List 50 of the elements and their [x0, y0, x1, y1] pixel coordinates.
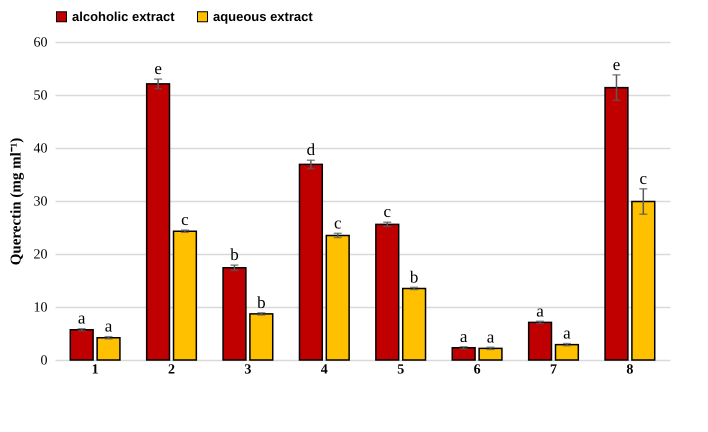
bar	[222, 267, 247, 361]
y-tick-label: 40	[34, 142, 48, 156]
bar	[375, 224, 400, 361]
bar	[326, 234, 350, 361]
legend-label: alcoholic extract	[72, 8, 176, 24]
data-label: a	[536, 301, 544, 320]
data-label: b	[410, 267, 418, 286]
bar	[172, 230, 198, 361]
data-label: a	[486, 327, 495, 346]
data-label: c	[181, 210, 190, 230]
data-label: c	[384, 202, 392, 222]
data-label: a	[460, 326, 468, 346]
legend-label: aqueous extract	[213, 8, 314, 24]
x-tick-label: 2	[168, 362, 176, 378]
data-label: c	[640, 168, 648, 188]
data-label: a	[78, 308, 86, 328]
bar	[452, 347, 476, 361]
bar	[70, 329, 94, 361]
data-label: d	[306, 140, 316, 160]
y-tick-label: 0	[40, 354, 48, 368]
y-tick-label: 50	[34, 88, 48, 104]
data-label: c	[334, 213, 342, 232]
data-label: e	[612, 54, 620, 74]
data-label: b	[230, 245, 239, 264]
bar	[402, 288, 426, 361]
y-tick-label: 10	[34, 300, 48, 316]
data-label: e	[154, 59, 162, 78]
bar	[249, 313, 274, 361]
x-tick-label: 6	[474, 362, 481, 378]
bar	[631, 200, 656, 361]
data-label: a	[563, 324, 572, 343]
y-axis-title: Querectin (mg ml⁻¹)	[8, 138, 24, 266]
bar	[96, 336, 121, 361]
y-tick-label: 30	[34, 194, 48, 210]
x-tick-label: 3	[244, 362, 252, 378]
y-tick-label: 20	[34, 248, 48, 262]
bar	[298, 164, 324, 361]
bar	[146, 83, 170, 361]
y-tick-label: 60	[34, 36, 48, 50]
data-label: b	[257, 292, 266, 312]
bar	[554, 344, 580, 361]
x-tick-label: 8	[626, 362, 634, 378]
x-tick-label: 7	[550, 362, 557, 378]
bar	[528, 322, 552, 361]
x-tick-label: 4	[320, 362, 328, 378]
data-label: a	[104, 316, 113, 336]
bar	[604, 86, 629, 361]
x-tick-label: 5	[397, 362, 404, 378]
bar	[478, 348, 503, 361]
x-tick-label: 1	[92, 362, 99, 378]
